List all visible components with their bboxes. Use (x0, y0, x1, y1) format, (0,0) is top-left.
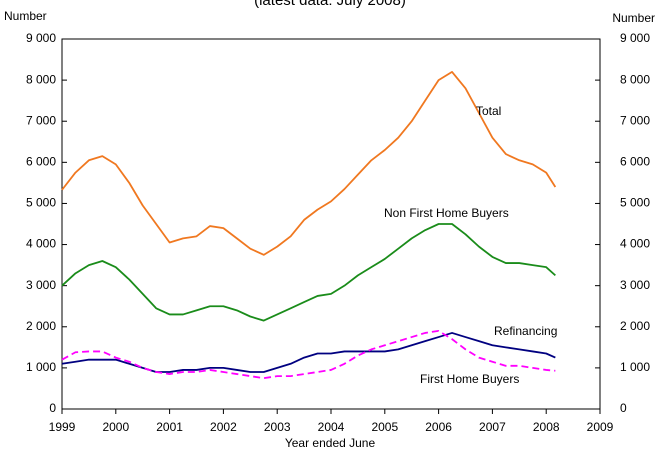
y-tick-label: 8 000 (26, 72, 56, 86)
x-tick-label: 2009 (587, 420, 614, 434)
y2-tick-label: 2 000 (620, 319, 650, 333)
x-tick-label: 2004 (318, 420, 345, 434)
y2-axis-label: Number (612, 11, 655, 25)
y2-tick-label: 3 000 (620, 278, 650, 292)
series-label: Refinancing (494, 324, 557, 338)
y-tick-label: 0 (49, 401, 56, 415)
y-tick-label: 9 000 (26, 31, 56, 45)
y-axis-label: Number (4, 9, 47, 23)
y2-tick-label: 5 000 (620, 196, 650, 210)
y-tick-label: 5 000 (26, 196, 56, 210)
chart-subtitle: (latest data: July 2008) (254, 0, 406, 9)
x-tick-label: 2008 (533, 420, 560, 434)
series-line (61, 70, 557, 256)
y-tick-label: 7 000 (26, 113, 56, 127)
y2-tick-label: 6 000 (620, 155, 650, 169)
series-line (61, 223, 556, 322)
y-tick-label: 1 000 (26, 360, 56, 374)
series-label: Total (476, 104, 501, 118)
x-tick-label: 2001 (156, 420, 183, 434)
y-tick-label: 3 000 (26, 278, 56, 292)
y2-tick-label: 1 000 (620, 360, 650, 374)
series-label: First Home Buyers (420, 372, 519, 386)
y-tick-label: 4 000 (26, 237, 56, 251)
x-tick-label: 2003 (264, 420, 291, 434)
y-tick-label: 6 000 (26, 155, 56, 169)
x-axis-label: Year ended June (285, 436, 376, 450)
x-tick-label: 2006 (425, 420, 452, 434)
x-tick-label: 1999 (49, 420, 76, 434)
series-line (61, 329, 556, 380)
series-line (61, 332, 556, 373)
y-tick-label: 2 000 (26, 319, 56, 333)
x-tick-label: 2005 (371, 420, 398, 434)
x-tick-label: 2000 (102, 420, 129, 434)
y2-tick-label: 4 000 (620, 237, 650, 251)
y2-tick-label: 0 (620, 401, 627, 415)
y2-tick-label: 9 000 (620, 31, 650, 45)
x-tick-label: 2002 (210, 420, 237, 434)
y2-tick-label: 8 000 (620, 72, 650, 86)
series-label: Non First Home Buyers (384, 206, 509, 220)
x-tick-label: 2007 (479, 420, 506, 434)
y2-tick-label: 7 000 (620, 113, 650, 127)
